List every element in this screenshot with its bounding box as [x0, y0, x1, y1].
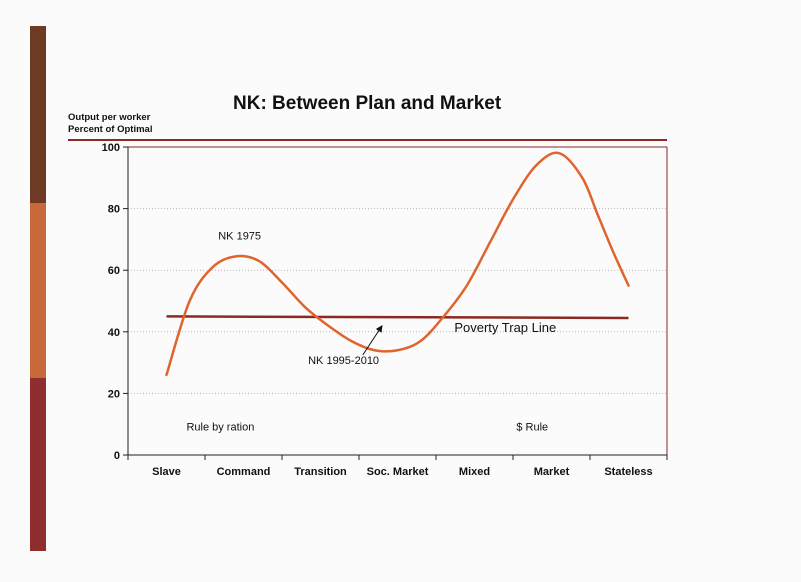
chart-annotation: $ Rule	[516, 421, 548, 433]
y-axis-label-line-2: Percent of Optimal	[68, 124, 153, 135]
y-tick-label: 80	[108, 204, 120, 216]
annotation-arrow	[362, 325, 383, 356]
x-tick-label: Transition	[294, 466, 347, 478]
y-tick-label: 20	[108, 388, 120, 400]
x-tick-label: Slave	[152, 466, 181, 478]
chart-annotation: Poverty Trap Line	[454, 320, 556, 335]
x-tick-label: Market	[534, 466, 570, 478]
chart-annotation: NK 1995-2010	[308, 355, 379, 367]
output-curve-line	[165, 151, 630, 377]
y-tick-label: 0	[114, 450, 120, 462]
y-tick-label: 60	[108, 265, 120, 277]
poverty-trap-line	[166, 315, 629, 320]
chart-title: NK: Between Plan and Market	[233, 93, 502, 114]
y-tick-label: 100	[102, 142, 120, 154]
chart-annotation: Rule by ration	[186, 421, 254, 433]
x-tick-label: Soc. Market	[367, 466, 429, 478]
x-tick-label: Stateless	[604, 466, 652, 478]
chart-annotation: NK 1975	[218, 230, 261, 242]
y-axis-label: Output per worker Percent of Optimal	[68, 112, 152, 136]
x-tick-label: Mixed	[459, 466, 490, 478]
y-axis-label-line-1: Output per worker	[68, 112, 151, 123]
sidebar-band-middle	[30, 203, 46, 378]
sidebar-band-bottom	[30, 378, 46, 551]
x-tick-label: Command	[217, 466, 271, 478]
y-tick-label: 40	[108, 327, 120, 339]
title-underline-rule	[68, 139, 667, 141]
sidebar-band-top	[30, 26, 46, 203]
